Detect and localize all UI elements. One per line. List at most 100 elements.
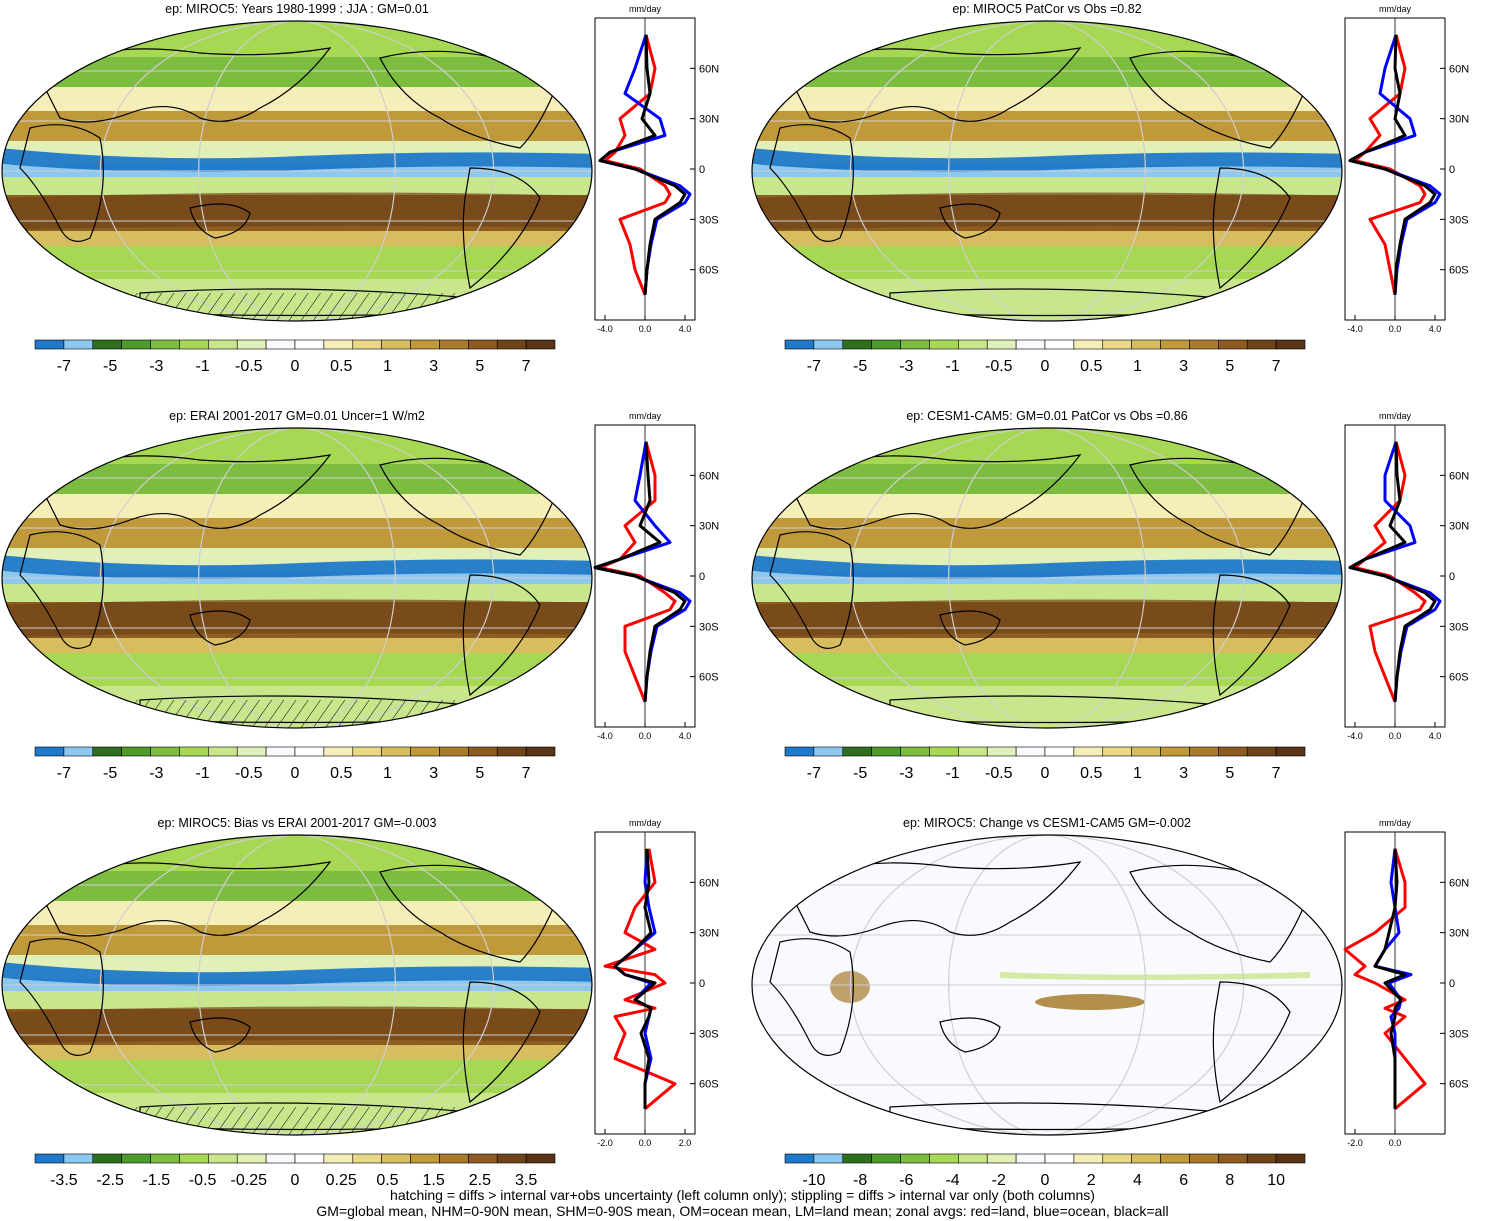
colorbar-label: 2.5 — [469, 1172, 491, 1189]
map-band — [2, 653, 592, 687]
map-band — [752, 584, 1342, 603]
continent-outline — [379, 457, 561, 556]
lat-tick-label: 60S — [699, 1079, 719, 1091]
zonal-mean-plot: mm/day -2.0 0.0 60N 30N 0 30S 60S — [1343, 818, 1469, 1148]
colorbar-swatch — [265, 1153, 296, 1164]
lat-tick-label: 60N — [699, 470, 719, 482]
x-tick-label: 0.0 — [639, 1138, 652, 1148]
x-tick-label: -4.0 — [597, 731, 613, 741]
colorbar-swatch — [1044, 1153, 1075, 1164]
colorbar-label: 7 — [522, 358, 531, 375]
subtropical-dry-band — [2, 1006, 592, 1044]
colorbar-label: -5 — [103, 765, 117, 782]
lat-tick-label: 60S — [1449, 1079, 1469, 1091]
continent-outline — [19, 124, 104, 242]
colorbar-label: -2.5 — [96, 1172, 124, 1189]
colorbar-swatch — [63, 1153, 94, 1164]
continent-outline — [189, 203, 251, 239]
lat-tick-label: 30S — [699, 214, 719, 226]
colorbar-swatch — [1015, 339, 1046, 350]
x-tick-label: 4.0 — [679, 731, 692, 741]
zonal-line-all — [1373, 848, 1407, 1109]
x-tick-label: 4.0 — [679, 324, 692, 334]
colorbar-swatch — [1275, 746, 1306, 757]
colorbar-swatch — [1102, 339, 1132, 350]
colorbar-label: -1 — [945, 358, 959, 375]
colorbar-swatch — [784, 746, 815, 757]
colorbar-swatch — [1275, 339, 1306, 350]
zonal-units: mm/day — [629, 818, 662, 828]
lat-tick-label: 0 — [1449, 164, 1455, 176]
colorbar-label: 0 — [1041, 1172, 1050, 1189]
colorbar-label: 1 — [1133, 765, 1142, 782]
continent-outline — [939, 1017, 1001, 1053]
colorbar-swatch — [496, 339, 527, 350]
colorbar-label: -1 — [195, 358, 209, 375]
colorbar-swatch — [468, 1153, 498, 1164]
map — [1, 20, 593, 322]
colorbar-label: 3 — [429, 358, 438, 375]
colorbar-label: -0.5 — [189, 1172, 217, 1189]
colorbar-label: -3 — [149, 765, 163, 782]
colorbar-swatch — [410, 339, 440, 350]
colorbar-swatch — [294, 1153, 325, 1164]
colorbar-swatch — [1275, 1153, 1306, 1164]
colorbar-swatch — [236, 339, 267, 350]
map-band — [752, 518, 1342, 549]
colorbar-swatch — [34, 1153, 65, 1164]
colorbar-label: 6 — [1179, 1172, 1188, 1189]
map-band — [2, 494, 592, 519]
colorbar-label: -0.5 — [985, 358, 1013, 375]
hatching-region — [100, 1107, 480, 1135]
colorbar-swatch — [958, 1153, 988, 1164]
colorbar-swatch — [439, 1153, 469, 1164]
colorbar-label: -3 — [899, 358, 913, 375]
zonal-mean-plot: mm/day -4.0 0.0 4.0 60N 30N 0 30S 60S — [594, 4, 719, 334]
colorbar-label: -1 — [195, 765, 209, 782]
x-tick-label: 0.0 — [1389, 731, 1402, 741]
colorbar-swatch — [929, 339, 959, 350]
continent-outline — [39, 861, 332, 937]
colorbar-swatch — [179, 1153, 209, 1164]
colorbar-label: 3.5 — [515, 1172, 537, 1189]
colorbar-label: -3 — [149, 358, 163, 375]
colorbar-swatch — [265, 339, 296, 350]
map-title: ep: MIROC5: Bias vs ERAI 2001-2017 GM=-0… — [157, 816, 437, 830]
map-band — [2, 246, 592, 280]
map-band — [2, 177, 592, 196]
colorbar-swatch — [150, 746, 180, 757]
lat-tick-label: 60N — [1449, 63, 1469, 75]
colorbar-label: -5 — [853, 765, 867, 782]
colorbar-swatch — [1102, 746, 1132, 757]
continent-outline — [189, 610, 251, 646]
map-band — [2, 1045, 592, 1061]
colorbar-label: 0.25 — [326, 1172, 357, 1189]
colorbar-swatch — [381, 339, 411, 350]
lat-tick-label: 30S — [1449, 214, 1469, 226]
panel-2: ep: MIROC5 PatCor vs Obs =0.82 mm/day -4.0… — [750, 0, 1485, 400]
colorbar-swatch — [842, 339, 872, 350]
colorbar-label: 3 — [1179, 358, 1188, 375]
graticule-lon — [99, 835, 495, 1135]
colorbar-label: 2 — [1087, 1172, 1096, 1189]
graticule-lon — [198, 428, 396, 728]
panel-6: ep: MIROC5: Change vs CESM1-CAM5 GM=-0.0… — [750, 814, 1485, 1214]
itcz-band — [752, 555, 1342, 579]
colorbar-swatch — [1189, 746, 1219, 757]
map-border — [1, 427, 593, 729]
continent-outline — [1212, 981, 1291, 1104]
map-border — [1, 834, 593, 1136]
panel-5: ep: MIROC5: Bias vs ERAI 2001-2017 GM=-0… — [0, 814, 735, 1214]
map-band — [752, 87, 1342, 112]
colorbar-swatch — [525, 1153, 556, 1164]
colorbar-label: 0 — [291, 1172, 300, 1189]
colorbar-label: -3 — [899, 765, 913, 782]
colorbar-label: 8 — [1225, 1172, 1234, 1189]
zonal-mean-plot: mm/day -4.0 0.0 4.0 60N 30N 0 30S 60S — [593, 411, 719, 741]
map-band — [2, 991, 592, 1010]
colorbar-label: 10 — [1267, 1172, 1285, 1189]
colorbar-swatch — [294, 746, 325, 757]
map-band — [2, 638, 592, 654]
graticule-lon — [99, 21, 495, 321]
colorbar-label: -0.5 — [235, 765, 263, 782]
